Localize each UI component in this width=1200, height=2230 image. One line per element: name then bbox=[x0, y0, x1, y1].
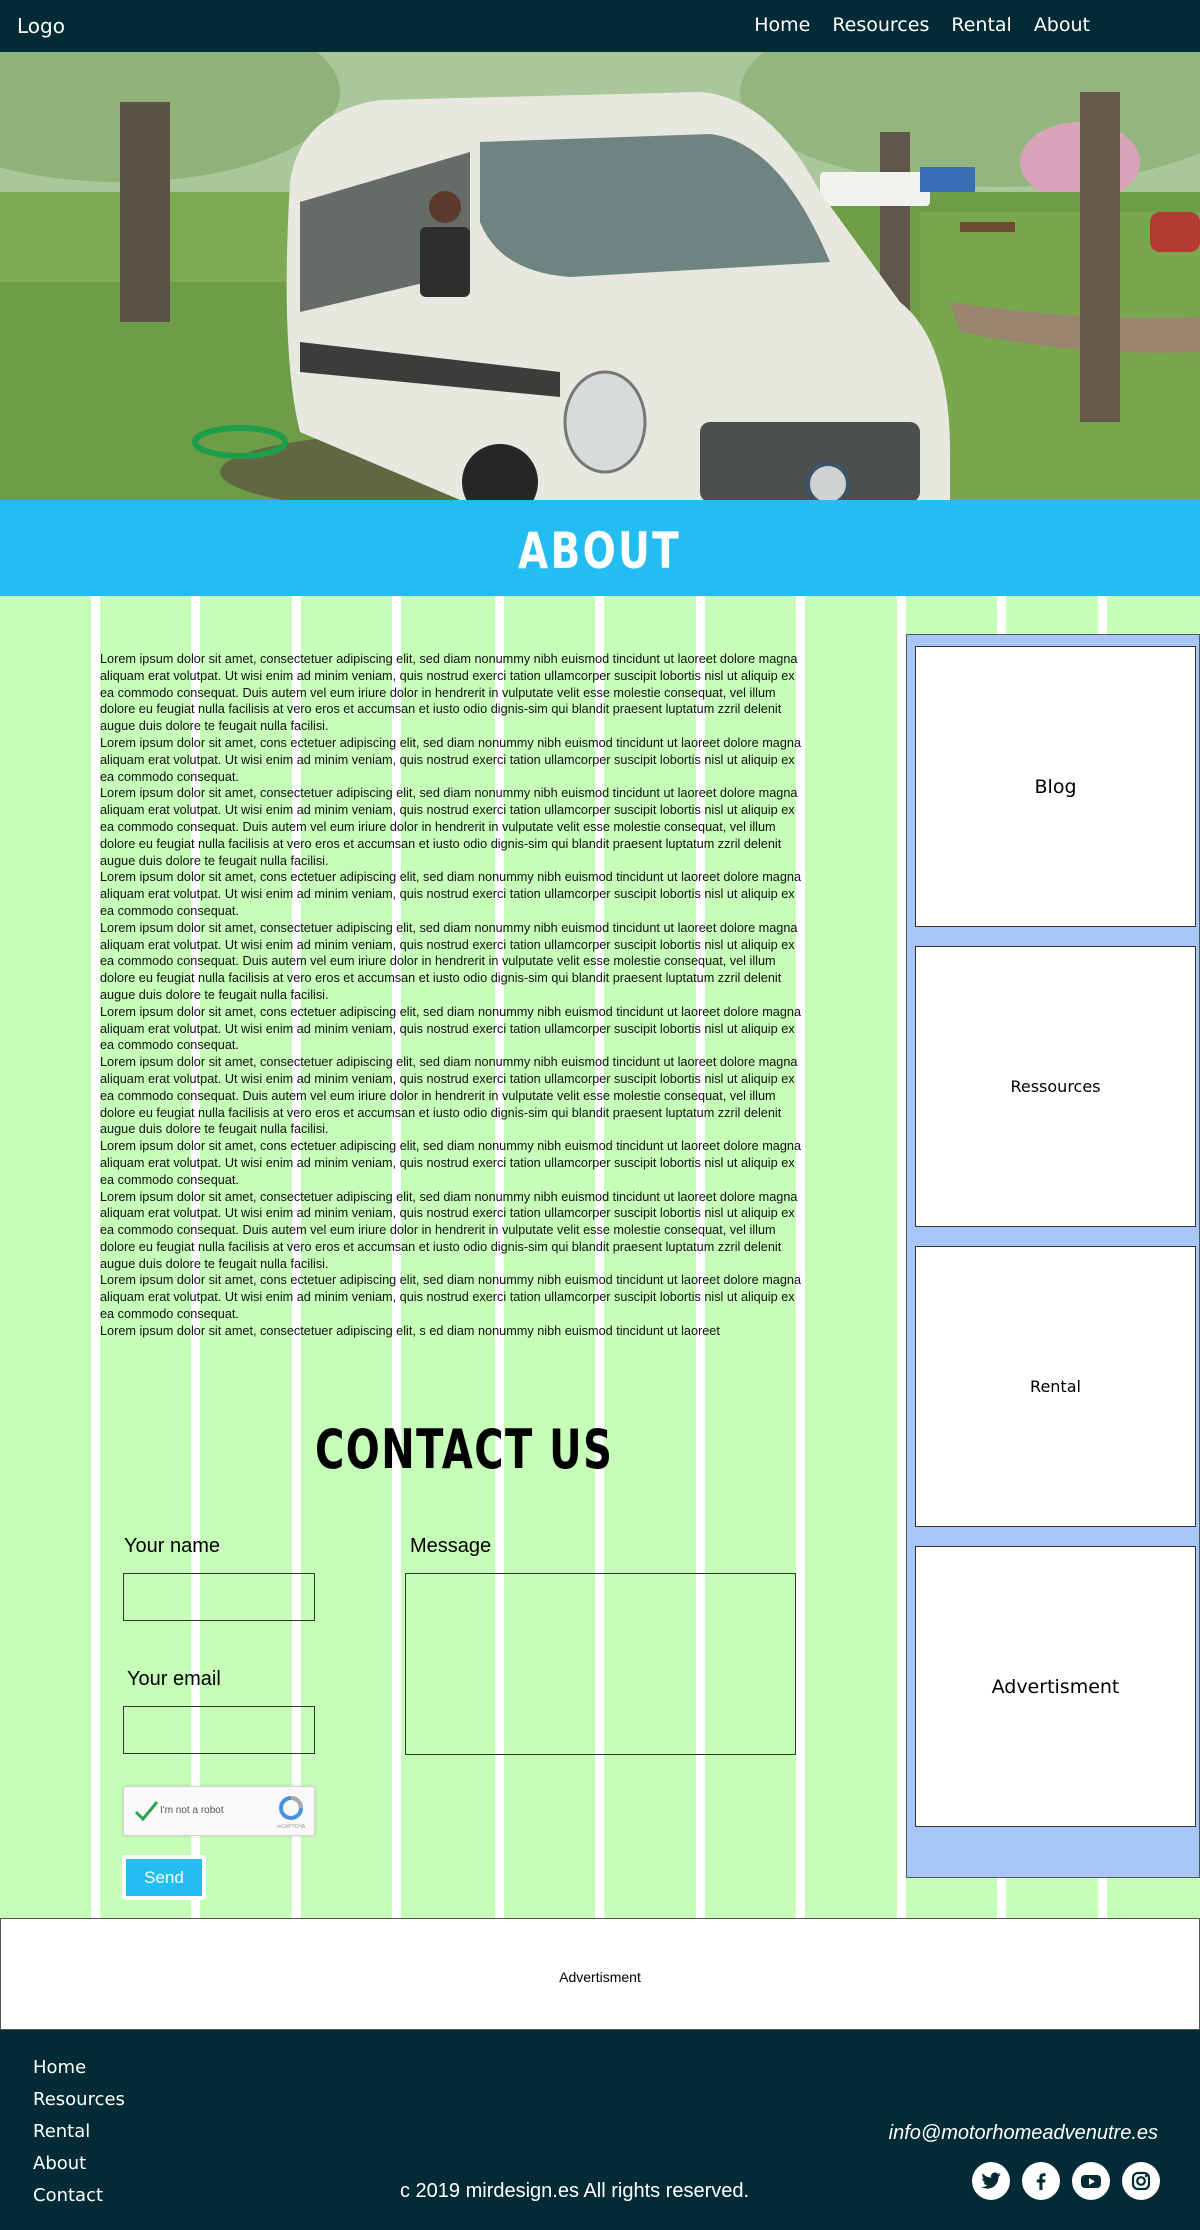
stripe bbox=[91, 596, 100, 1918]
paragraph: Lorem ipsum dolor sit amet, cons ectetue… bbox=[100, 1004, 801, 1053]
nav-link-rental[interactable]: Rental bbox=[951, 14, 1012, 36]
instagram-icon[interactable] bbox=[1122, 2162, 1160, 2200]
advertisment-banner[interactable]: Advertisment bbox=[0, 1918, 1200, 2030]
sidebar-card-rental[interactable]: Rental bbox=[915, 1246, 1196, 1527]
stripe bbox=[392, 596, 401, 1918]
footer-links: Home Resources Rental About Contact bbox=[33, 2052, 125, 2212]
twitter-icon[interactable] bbox=[972, 2162, 1010, 2200]
paragraph: Lorem ipsum dolor sit amet, consectetuer… bbox=[100, 1189, 798, 1271]
paragraph: Lorem ipsum dolor sit amet, cons ectetue… bbox=[100, 1273, 801, 1322]
message-textarea[interactable] bbox=[405, 1573, 796, 1755]
hero-image bbox=[0, 52, 1200, 500]
footer-link-resources[interactable]: Resources bbox=[33, 2089, 125, 2110]
camper-van-photo-icon bbox=[0, 52, 1200, 500]
stripe bbox=[495, 596, 504, 1918]
top-navigation: Logo Home Resources Rental About bbox=[0, 0, 1200, 52]
send-button[interactable]: Send bbox=[122, 1855, 206, 1900]
social-icons bbox=[972, 2162, 1160, 2200]
checkmark-icon[interactable] bbox=[132, 1797, 160, 1825]
advertisment-label: Advertisment bbox=[559, 1969, 641, 1985]
recaptcha-widget[interactable]: I'm not a robot reCAPTCHA bbox=[123, 1786, 315, 1836]
footer-link-about[interactable]: About bbox=[33, 2153, 87, 2174]
footer-email[interactable]: info@motorhomeadvenutre.es bbox=[888, 2122, 1158, 2144]
nav-link-home[interactable]: Home bbox=[754, 14, 811, 36]
paragraph: Lorem ipsum dolor sit amet, consectetuer… bbox=[100, 1055, 798, 1137]
paragraph: Lorem ipsum dolor sit amet, cons ectetue… bbox=[100, 1139, 801, 1187]
footer-link-rental[interactable]: Rental bbox=[33, 2121, 91, 2142]
footer: Home Resources Rental About Contact info… bbox=[0, 2030, 1200, 2230]
paragraph: Lorem ipsum dolor sit amet, consectetuer… bbox=[100, 786, 798, 868]
sidebar: Blog Ressources Rental Advertisment bbox=[906, 634, 1200, 1878]
nav-link-resources[interactable]: Resources bbox=[832, 14, 930, 36]
recaptcha-logo-icon: reCAPTCHA bbox=[277, 1796, 306, 1830]
about-title: ABOUT bbox=[518, 522, 682, 580]
captcha-label: I'm not a robot bbox=[160, 1805, 224, 1816]
about-text: Lorem ipsum dolor sit amet, consectetuer… bbox=[100, 651, 808, 1340]
name-input[interactable] bbox=[123, 1573, 315, 1621]
email-input[interactable] bbox=[123, 1706, 315, 1754]
nav-link-about[interactable]: About bbox=[1033, 14, 1090, 36]
nav-links: Home Resources Rental About bbox=[754, 14, 1090, 36]
paragraph: Lorem ipsum dolor sit amet, cons ectetue… bbox=[100, 870, 801, 918]
facebook-icon[interactable] bbox=[1022, 2162, 1060, 2200]
about-banner: ABOUT bbox=[0, 500, 1200, 596]
footer-link-home[interactable]: Home bbox=[33, 2057, 87, 2078]
recaptcha-brand: reCAPTCHA bbox=[277, 1824, 306, 1830]
stripe bbox=[595, 596, 604, 1918]
youtube-icon[interactable] bbox=[1072, 2162, 1110, 2200]
name-label: Your name bbox=[124, 1535, 220, 1557]
stripe bbox=[292, 596, 301, 1918]
contact-title: CONTACT US bbox=[315, 1418, 614, 1481]
stripe bbox=[191, 596, 200, 1918]
site-logo[interactable]: Logo bbox=[17, 14, 65, 38]
email-label: Your email bbox=[127, 1668, 221, 1690]
stripe bbox=[897, 596, 906, 1918]
paragraph: Lorem ipsum dolor sit amet, cons ectetue… bbox=[100, 735, 801, 784]
stripe bbox=[796, 596, 805, 1918]
sidebar-card-ressources[interactable]: Ressources bbox=[915, 946, 1196, 1227]
sidebar-card-advertisment[interactable]: Advertisment bbox=[915, 1546, 1196, 1827]
copyright-text: c 2019 mirdesign.es All rights reserved. bbox=[400, 2180, 750, 2202]
sidebar-card-blog[interactable]: Blog bbox=[915, 646, 1196, 927]
message-label: Message bbox=[410, 1535, 492, 1557]
paragraph: Lorem ipsum dolor sit amet, consectetuer… bbox=[100, 1323, 720, 1338]
stripe bbox=[696, 596, 705, 1918]
paragraph: Lorem ipsum dolor sit amet, consectetuer… bbox=[100, 652, 798, 734]
footer-link-contact[interactable]: Contact bbox=[33, 2185, 104, 2206]
paragraph: Lorem ipsum dolor sit amet, consectetuer… bbox=[100, 920, 798, 1002]
